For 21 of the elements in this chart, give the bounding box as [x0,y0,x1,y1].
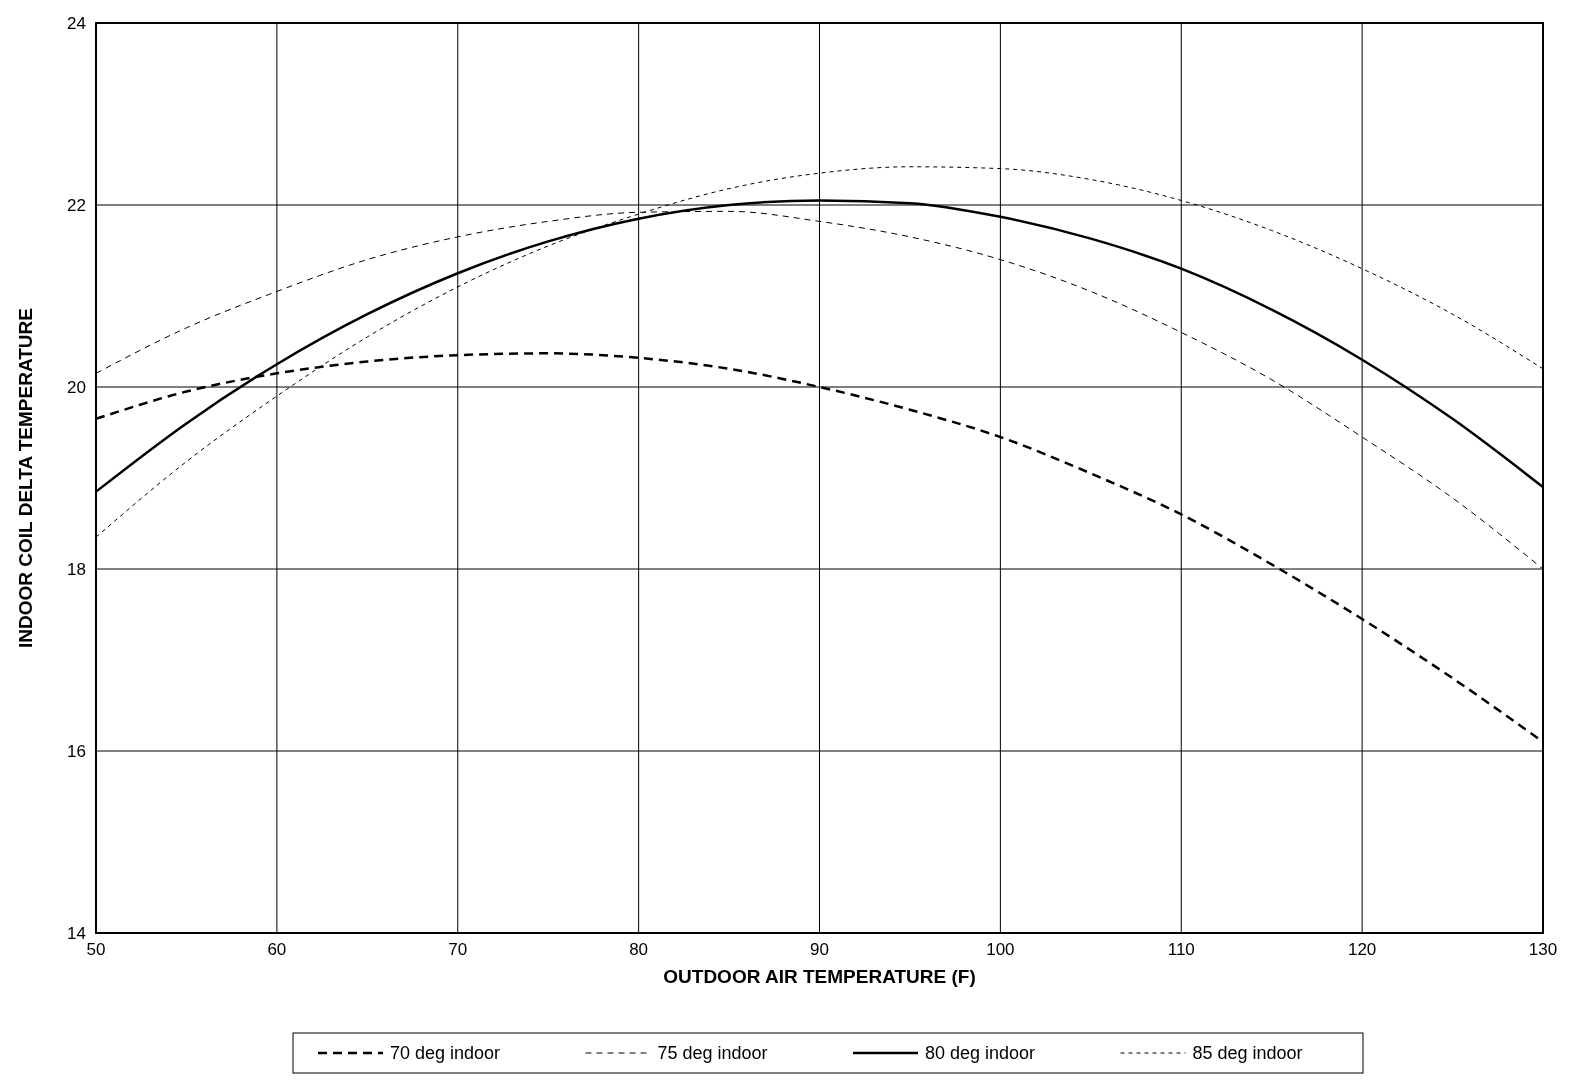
x-tick-label: 130 [1528,940,1558,959]
y-tick-label: 24 [67,14,86,33]
x-tick-label: 60 [267,940,287,959]
x-tick-label: 100 [986,940,1015,959]
legend-label: 85 deg indoor [1192,1043,1303,1063]
y-tick-label: 14 [67,924,86,943]
x-tick-label: 50 [86,940,106,959]
legend-label: 70 deg indoor [390,1043,501,1063]
x-axis-title: OUTDOOR AIR TEMPERATURE (F) [663,966,976,987]
y-tick-label: 22 [67,196,86,215]
y-axis-title: INDOOR COIL DELTA TEMPERATURE [15,308,36,648]
x-tick-label: 80 [629,940,649,959]
y-tick-label: 20 [67,378,86,397]
legend-label: 80 deg indoor [925,1043,1036,1063]
x-tick-label: 90 [810,940,829,959]
y-tick-label: 16 [67,742,86,761]
legend-label: 75 deg indoor [657,1043,768,1063]
x-tick-label: 70 [448,940,468,959]
y-tick-label: 18 [67,560,86,579]
x-tick-label: 110 [1167,940,1195,959]
x-tick-label: 120 [1347,940,1377,959]
